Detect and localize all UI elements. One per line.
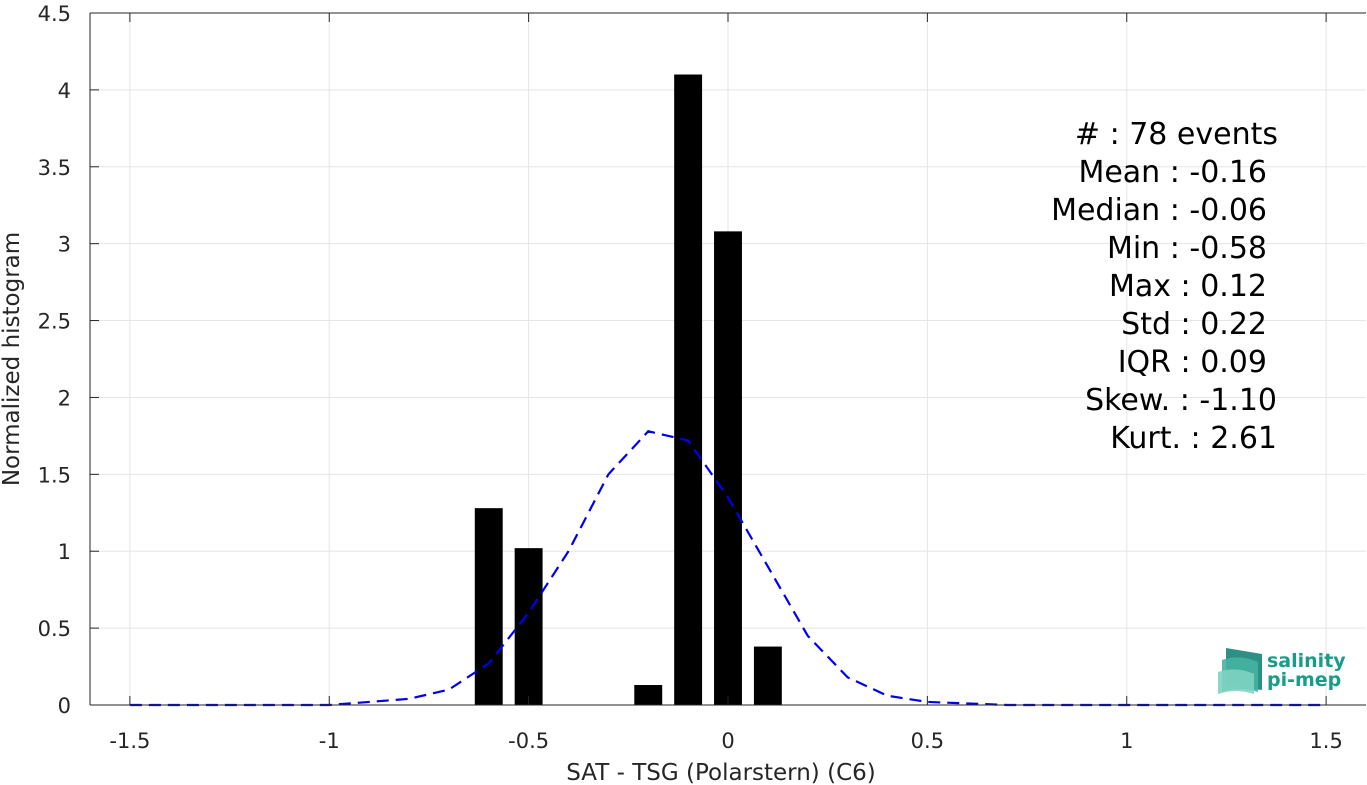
y-tick-label: 4 xyxy=(58,79,71,103)
logo-text-salinity: salinity xyxy=(1267,650,1346,672)
y-tick-label: 3.5 xyxy=(38,156,71,180)
y-tick-label: 2 xyxy=(58,386,71,410)
salinity-pi-mep-logo: salinity pi-mep xyxy=(1218,648,1346,694)
x-tick-label: -0.5 xyxy=(508,729,549,753)
y-tick-label: 4.5 xyxy=(38,2,71,26)
y-tick-label: 2.5 xyxy=(38,310,71,334)
axes xyxy=(89,12,1366,706)
stat-mean: Mean : -0.16 xyxy=(1078,155,1267,190)
histogram-bar xyxy=(634,685,663,705)
y-tick-label: 3 xyxy=(58,233,71,257)
stat-min: Min : -0.58 xyxy=(1107,231,1267,266)
stat-kurt: Kurt. : 2.61 xyxy=(1110,421,1277,456)
histogram-bar xyxy=(674,74,703,705)
x-tick-labels: -1.5 -1 -0.5 0 0.5 1 1.5 xyxy=(109,729,1342,753)
histogram-bar xyxy=(474,508,503,705)
y-axis-label: Normalized histogram xyxy=(0,232,25,486)
x-tick-label: -1.5 xyxy=(109,729,150,753)
histogram-bar xyxy=(714,231,742,705)
histogram-bar xyxy=(753,646,782,705)
x-tick-label: -1 xyxy=(319,729,340,753)
stat-median: Median : -0.06 xyxy=(1051,193,1267,228)
x-tick-label: 1 xyxy=(1120,729,1133,753)
y-tick-label: 1 xyxy=(58,540,71,564)
stat-max: Max : 0.12 xyxy=(1109,269,1267,304)
logo-text-pi-mep: pi-mep xyxy=(1267,669,1341,691)
stat-iqr: IQR : 0.09 xyxy=(1118,345,1267,380)
stats-annotation: # : 78 events Mean : -0.16 Median : -0.0… xyxy=(1051,117,1278,456)
stat-count: # : 78 events xyxy=(1075,117,1278,152)
stat-skew: Skew. : -1.10 xyxy=(1085,383,1277,418)
x-tick-label: 0.5 xyxy=(911,729,944,753)
histogram-bar xyxy=(514,548,543,705)
logo-waves-icon xyxy=(1218,648,1262,694)
y-tick-label: 0 xyxy=(58,694,71,718)
y-tick-label: 1.5 xyxy=(38,463,71,487)
stat-std: Std : 0.22 xyxy=(1121,307,1267,342)
x-axis-label: SAT - TSG (Polarstern) (C6) xyxy=(566,760,875,785)
x-tick-label: 1.5 xyxy=(1309,729,1342,753)
y-tick-labels: 0 0.5 1 1.5 2 2.5 3 3.5 4 4.5 xyxy=(38,2,71,718)
y-tick-label: 0.5 xyxy=(38,617,71,641)
x-tick-label: 0 xyxy=(721,729,734,753)
bars xyxy=(474,74,782,705)
